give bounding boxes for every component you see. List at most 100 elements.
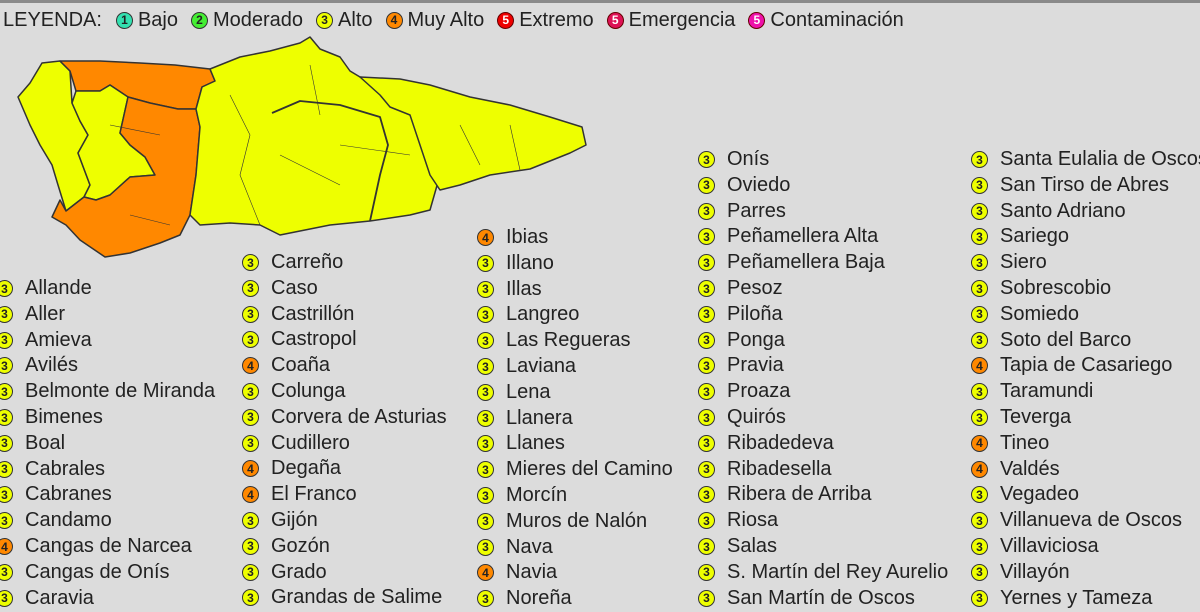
municipality-name: Avilés	[25, 354, 78, 377]
level-badge-icon: 5	[606, 11, 624, 29]
municipality-name: Sariego	[1000, 225, 1069, 248]
municipality-name: Villaviciosa	[1000, 535, 1099, 557]
level-badge-icon: 4	[477, 564, 494, 582]
level-badge-icon: 3	[477, 461, 494, 479]
level-badge-icon: 3	[698, 176, 715, 194]
level-badge-icon: 3	[698, 280, 715, 297]
municipality-name: Carreño	[271, 251, 344, 273]
level-badge-icon: 2	[190, 11, 208, 29]
level-badge-icon: 3	[477, 280, 494, 298]
municipality-name: Santo Adriano	[1000, 199, 1126, 222]
level-badge-icon: 3	[0, 280, 13, 297]
level-badge-icon: 3	[477, 358, 494, 375]
municipality-name: Onís	[727, 148, 770, 170]
municipality-name: Caso	[271, 276, 318, 299]
municipality-name: Salas	[727, 535, 778, 557]
municipality-name: Muros de Nalón	[506, 509, 648, 532]
municipality-name: Cabranes	[25, 483, 112, 506]
municipality-name: Belmonte de Miranda	[25, 380, 216, 403]
municipality-name: Corvera de Asturias	[271, 405, 447, 428]
level-badge-icon: 3	[0, 357, 13, 375]
level-badge-icon: 4	[385, 11, 403, 29]
municipality-name: Somiedo	[1000, 302, 1079, 325]
level-badge-icon: 3	[0, 460, 13, 478]
level-badge-icon: 4	[0, 538, 13, 555]
level-badge-icon: 3	[971, 409, 988, 426]
municipality-name: El Franco	[271, 483, 357, 506]
municipality-name: Oviedo	[727, 173, 791, 196]
level-badge-icon: 4	[971, 460, 988, 478]
level-badge-icon: 3	[971, 176, 988, 194]
level-badge-icon: 3	[0, 434, 13, 452]
level-badge-icon: 3	[698, 383, 715, 401]
level-badge-icon: 5	[748, 11, 766, 29]
level-badge-icon: 3	[971, 538, 988, 555]
municipality-name: Proaza	[727, 380, 791, 403]
top-border	[0, 0, 1200, 3]
municipality-name: Peñamellera Alta	[727, 225, 879, 248]
level-badge-icon: 4	[242, 486, 259, 504]
municipality-name: Riosa	[727, 509, 779, 532]
level-badge-icon: 4	[971, 434, 988, 452]
municipality-name: Las Regueras	[506, 329, 631, 352]
legend-item-moderado: 2 Moderado	[190, 8, 304, 32]
municipality-name: San Martín de Oscos	[727, 586, 915, 609]
municipality-name: Candamo	[25, 509, 112, 532]
level-badge-icon: 3	[698, 589, 715, 607]
level-badge-icon: 3	[242, 408, 259, 426]
municipality-name: Illas	[506, 277, 542, 300]
municipality-name: Allande	[25, 277, 92, 299]
level-badge-icon: 3	[477, 590, 494, 608]
level-badge-icon: 3	[698, 434, 715, 452]
level-badge-icon: 3	[477, 409, 494, 427]
municipality-name: Bimenes	[25, 406, 103, 428]
municipality-name: Villayón	[1000, 560, 1070, 583]
municipality-name: Llanes	[506, 432, 565, 455]
legend-label: Muy Alto	[407, 8, 485, 31]
municipality-name: Castropol	[271, 328, 357, 351]
legend: LEYENDA: 1 Bajo 2 Moderado 3 Alto 4 Muy Alto 5 Ex…	[3, 7, 917, 33]
municipality-name: Tineo	[1000, 431, 1050, 454]
legend-label: Moderado	[212, 8, 304, 31]
level-badge-icon: 3	[477, 487, 494, 504]
level-badge-icon: 3	[242, 305, 259, 323]
municipality-name: Teverga	[1000, 406, 1072, 428]
level-badge-icon: 3	[698, 357, 715, 375]
municipality-name: Cangas de Onís	[25, 560, 170, 583]
level-badge-icon: 3	[477, 254, 494, 272]
municipality-name: Valdés	[1000, 457, 1060, 480]
level-badge-icon: 3	[242, 589, 259, 607]
level-badge-icon: 3	[698, 151, 715, 168]
municipality-name: Degaña	[271, 457, 342, 480]
level-badge-icon: 3	[242, 383, 259, 400]
municipality-name: Quirós	[727, 406, 786, 428]
municipality-name: Yernes y Tameza	[1000, 586, 1153, 609]
municipality-name: Ibias	[506, 226, 549, 248]
municipality-name: Ribadedeva	[727, 431, 834, 454]
level-badge-icon: 3	[242, 434, 259, 452]
level-badge-icon: 3	[477, 512, 494, 530]
municipality-name: Illano	[506, 251, 554, 274]
municipality-name: Siero	[1000, 251, 1047, 274]
municipality-name: Caravia	[25, 586, 94, 609]
municipality-name: Grandas de Salime	[271, 586, 443, 609]
municipality-name: Taramundi	[1000, 380, 1094, 403]
municipality-name: Langreo	[506, 303, 580, 326]
legend-item-contaminación: 5 Contaminación	[748, 9, 904, 32]
legend-item-extremo: 5 Extremo	[497, 9, 594, 32]
level-badge-icon: 3	[971, 383, 988, 401]
level-badge-icon: 3	[698, 486, 715, 504]
municipality-name: Boal	[25, 431, 66, 454]
municipality-name: Morcín	[506, 484, 568, 506]
legend-item-muy alto: 4 Muy Alto	[385, 8, 485, 32]
level-badge-icon: 3	[242, 331, 259, 349]
municipality-name: Ribera de Arriba	[727, 483, 872, 506]
level-badge-icon: 3	[698, 409, 715, 426]
legend-title: LEYENDA:	[3, 8, 102, 31]
municipality-name: Castrillón	[271, 302, 355, 325]
municipality-name: Navia	[506, 561, 558, 584]
map-region-center-yellow	[189, 36, 441, 236]
municipality-name: Piloña	[727, 302, 783, 325]
level-badge-icon: 3	[971, 512, 988, 530]
level-badge-icon: 3	[971, 280, 988, 297]
